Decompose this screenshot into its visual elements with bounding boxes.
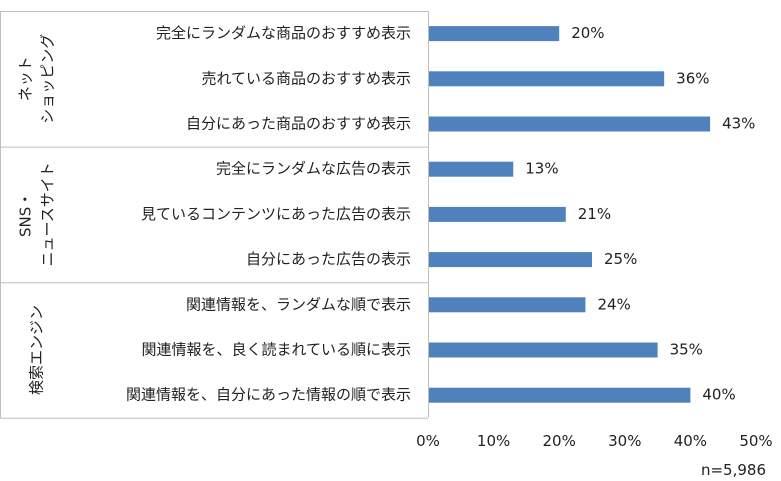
bar: [429, 206, 566, 222]
category-label: 売れている商品のおすすめ表示: [201, 69, 411, 87]
value-label: 25%: [604, 250, 637, 268]
group-label: ショッピング: [39, 34, 57, 124]
value-label: 20%: [571, 24, 604, 42]
value-label: 43%: [722, 115, 755, 133]
value-label: 24%: [597, 295, 630, 313]
group-label: ニュースサイト: [39, 162, 57, 266]
bar: [429, 387, 691, 403]
x-tick-label: 30%: [608, 432, 641, 450]
sample-size-note: n=5,986: [701, 461, 766, 479]
value-label: 35%: [670, 341, 703, 359]
x-tick-label: 0%: [416, 432, 440, 450]
category-label: 関連情報を、自分にあった情報の順で表示: [126, 386, 411, 404]
bar: [429, 161, 514, 177]
x-tick-label: 40%: [674, 432, 707, 450]
category-label: 完全にランダムな商品のおすすめ表示: [156, 24, 411, 42]
category-label: 関連情報を、ランダムな順で表示: [186, 295, 411, 313]
value-label: 40%: [702, 386, 735, 404]
category-label: 自分にあった広告の表示: [246, 250, 411, 268]
bar: [429, 252, 592, 268]
category-label: 完全にランダムな広告の表示: [216, 160, 411, 178]
category-label: 関連情報を、良く読まれている順に表示: [141, 341, 411, 359]
x-tick-label: 20%: [543, 432, 576, 450]
category-label: 見ているコンテンツにあった広告の表示: [141, 205, 411, 223]
value-label: 21%: [578, 205, 611, 223]
bars: [429, 26, 711, 403]
bar: [429, 71, 665, 87]
value-label: 13%: [525, 160, 558, 178]
category-labels: 完全にランダムな商品のおすすめ表示売れている商品のおすすめ表示自分にあった商品の…: [126, 24, 411, 404]
value-labels: 20% 36% 43% 13% 21% 25% 24% 35% 40%: [525, 24, 755, 404]
group-label: 検索エンジン: [28, 305, 46, 395]
group-label: ネット: [17, 56, 35, 101]
bar: [429, 342, 658, 358]
x-tick-label: 10%: [477, 432, 510, 450]
bar: [429, 116, 711, 132]
x-axis: 0% 10% 20% 30% 40% 50%: [416, 432, 773, 450]
group-label: SNS・: [17, 192, 35, 237]
x-tick-label: 50%: [739, 432, 772, 450]
category-label: 自分にあった商品のおすすめ表示: [186, 115, 411, 133]
bar: [429, 26, 560, 42]
value-label: 36%: [676, 69, 709, 87]
bar: [429, 297, 586, 313]
